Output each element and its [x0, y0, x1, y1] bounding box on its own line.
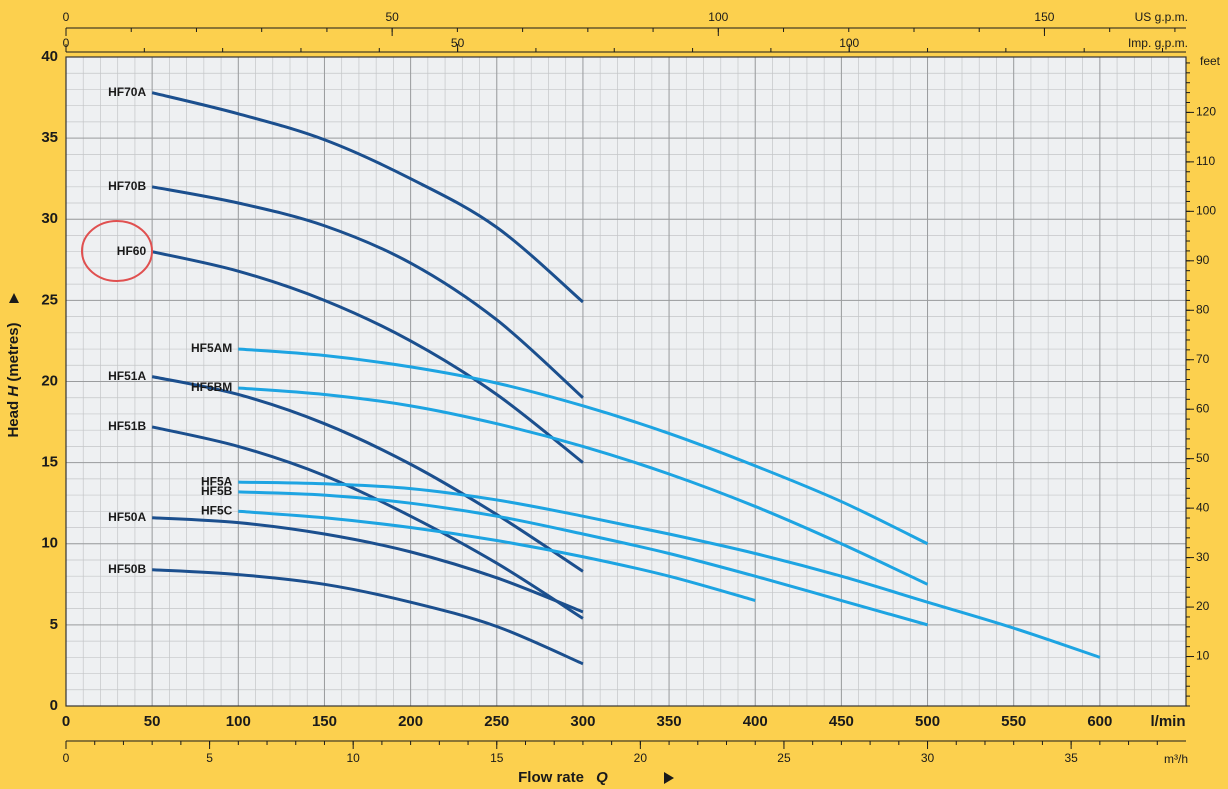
curve	[238, 347, 929, 546]
curve	[151, 91, 584, 304]
x2-tick-label: 0	[63, 10, 70, 24]
series-label: HF50A	[108, 510, 146, 524]
y2-tick-label: 40	[1196, 500, 1210, 514]
series-label: HF5C	[201, 503, 233, 517]
x-tick-label: 250	[484, 713, 509, 730]
x4-tick-label: 35	[1064, 751, 1078, 765]
y-tick-label: 20	[41, 372, 58, 389]
series-label: HF60	[117, 244, 147, 258]
x3-tick-label: 0	[63, 36, 70, 50]
x-tick-label: 150	[312, 713, 337, 730]
series-label: HF51A	[108, 369, 146, 383]
y-tick-label: 5	[50, 616, 58, 633]
x-tick-label: 350	[657, 713, 682, 730]
x-arrow	[664, 772, 674, 784]
y2-unit: feet	[1200, 54, 1221, 68]
x3-tick-label: 100	[839, 36, 859, 50]
curve	[238, 480, 1101, 659]
y-tick-label: 0	[50, 697, 58, 714]
y2-tick-label: 50	[1196, 451, 1210, 465]
y-symbol: H	[5, 385, 22, 397]
series-label: HF70A	[108, 85, 146, 99]
y2-tick-label: 110	[1196, 154, 1215, 168]
x-tick-label: 500	[915, 713, 940, 730]
highlight-circle	[81, 220, 153, 282]
series-label: HF70B	[108, 179, 146, 193]
y-tick-label: 15	[41, 454, 58, 471]
plot-frame	[65, 56, 1187, 707]
x3-unit: Imp. g.p.m.	[1128, 36, 1188, 50]
curves	[151, 91, 1101, 666]
curve	[151, 185, 584, 399]
x-tick-label: 100	[226, 713, 251, 730]
y-tick-label: 10	[41, 535, 58, 552]
y2-tick-label: 100	[1196, 204, 1216, 218]
y2-tick-label: 70	[1196, 352, 1210, 366]
y-axis-title: Head H (metres)	[5, 322, 22, 437]
x-tick-label: 300	[570, 713, 595, 730]
x2-tick-label: 50	[385, 10, 399, 24]
x-unit: l/min	[1150, 713, 1185, 730]
y2-tick-label: 10	[1196, 649, 1210, 663]
x-tick-label: 0	[62, 713, 70, 730]
x4-tick-label: 15	[490, 751, 504, 765]
y2-tick-label: 30	[1196, 550, 1210, 564]
series-label: HF51B	[108, 419, 146, 433]
y-unit: (metres)	[5, 322, 22, 381]
curve	[151, 425, 584, 620]
x-tick-label: 50	[144, 713, 161, 730]
series-label: HF5A	[201, 474, 233, 488]
curve	[152, 568, 584, 666]
x-tick-label: 200	[398, 713, 423, 730]
y-tick-label: 25	[41, 291, 58, 308]
y-arrow	[9, 293, 19, 303]
y2-tick-label: 20	[1196, 599, 1210, 613]
curve	[151, 250, 584, 464]
x4-tick-label: 5	[206, 751, 213, 765]
y-title: Head	[5, 401, 22, 438]
x4-tick-label: 25	[777, 751, 791, 765]
x-tick-label: 550	[1001, 713, 1026, 730]
curve	[151, 375, 584, 573]
series-label: HF5BM	[191, 380, 232, 394]
x4-tick-label: 10	[346, 751, 360, 765]
curve	[238, 490, 928, 627]
curve	[152, 516, 584, 614]
x4-tick-label: 0	[63, 751, 70, 765]
y-tick-label: 40	[41, 48, 58, 65]
x2-tick-label: 150	[1034, 10, 1054, 24]
x-tick-label: 600	[1087, 713, 1112, 730]
grid	[65, 56, 1186, 707]
x-tick-label: 400	[743, 713, 768, 730]
series-label: HF50B	[108, 562, 146, 576]
y2-tick-label: 60	[1196, 401, 1210, 415]
x4-tick-label: 30	[921, 751, 935, 765]
series-label: HF5AM	[191, 341, 232, 355]
x4-unit: m³/h	[1164, 752, 1188, 766]
y-tick-label: 30	[41, 210, 58, 227]
y2-tick-label: 120	[1196, 105, 1216, 119]
curve	[238, 509, 756, 602]
x3-tick-label: 50	[451, 36, 465, 50]
x4-tick-label: 20	[634, 751, 648, 765]
y2-tick-label: 90	[1196, 253, 1210, 267]
x-title: Flow rate	[518, 769, 584, 786]
series-label: HF5B	[201, 484, 233, 498]
x-symbol: Q	[596, 769, 608, 786]
x2-tick-label: 100	[708, 10, 728, 24]
x2-unit: US g.p.m.	[1135, 10, 1188, 24]
x-tick-label: 450	[829, 713, 854, 730]
y-tick-label: 35	[41, 129, 58, 146]
curve	[238, 386, 929, 586]
y2-tick-label: 80	[1196, 302, 1210, 316]
